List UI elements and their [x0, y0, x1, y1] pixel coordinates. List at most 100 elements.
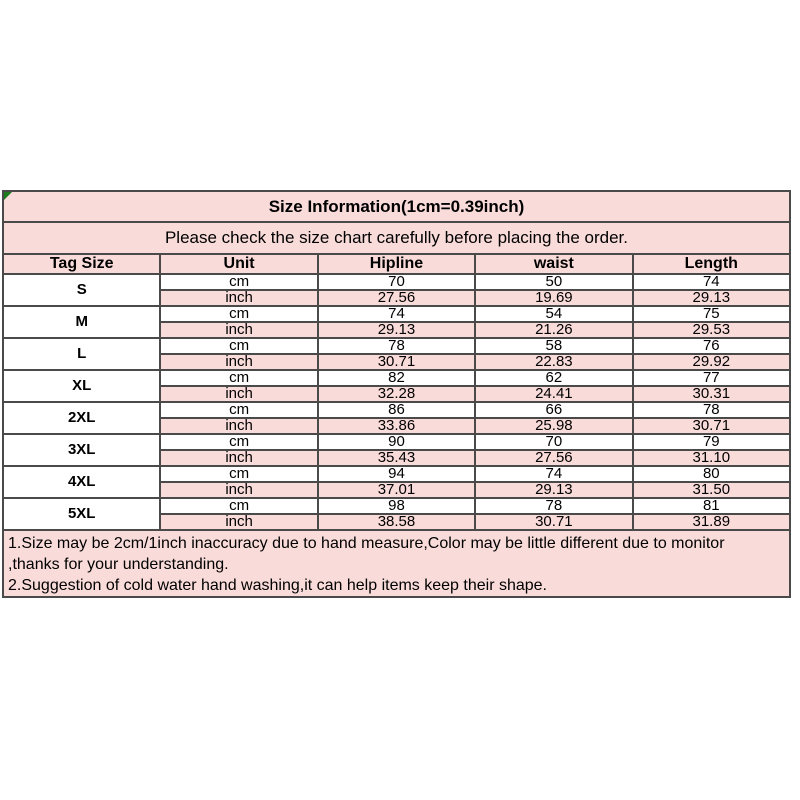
waist-cm-value: 78	[474, 497, 634, 515]
length-cm-value: 74	[631, 273, 792, 291]
waist-inch-value: 21.26	[474, 321, 634, 339]
size-row-cm: 2XL cm 86 66 78	[1, 401, 792, 435]
tag-size-cell: 3XL	[1, 433, 162, 467]
size-row-inch: inch 35.43 27.56 31.10	[3, 449, 792, 467]
length-inch-value: 30.31	[631, 385, 792, 403]
hipline-cm-value: 98	[316, 497, 477, 515]
notes-cell: 1.Size may be 2cm/1inch inaccuracy due t…	[2, 529, 791, 598]
note-line-3: 2.Suggestion of cold water hand washing,…	[8, 577, 547, 594]
tag-size-cell: 4XL	[1, 465, 162, 499]
unit-inch-cell: inch	[159, 385, 319, 403]
hipline-cm-value: 86	[316, 401, 477, 419]
unit-cm-cell: cm	[159, 369, 319, 387]
tag-size-cell: 2XL	[1, 401, 162, 435]
unit-cm-cell: cm	[159, 433, 319, 451]
table-header-row: Tag Size Unit Hipline waist Length	[1, 253, 792, 275]
length-inch-value: 31.10	[631, 449, 792, 467]
tag-size-cell: XL	[1, 369, 162, 403]
size-row-inch: inch 27.56 19.69 29.13	[3, 289, 792, 307]
tag-size-cell: M	[1, 305, 162, 339]
waist-inch-value: 27.56	[474, 449, 634, 467]
size-row-cm: 4XL cm 94 74 80	[1, 465, 792, 499]
table-title-text: Size Information(1cm=0.39inch)	[268, 196, 525, 216]
unit-inch-cell: inch	[159, 513, 319, 531]
hipline-inch-value: 33.86	[316, 417, 477, 435]
note-line-2: ,thanks for your understanding.	[8, 556, 229, 573]
unit-cm-cell: cm	[159, 465, 319, 483]
length-inch-value: 31.50	[631, 481, 792, 499]
size-row-inch: inch 30.71 22.83 29.92	[3, 353, 792, 371]
column-header-length: Length	[631, 253, 792, 275]
waist-inch-value: 29.13	[474, 481, 634, 499]
size-row-inch: inch 29.13 21.26 29.53	[3, 321, 792, 339]
length-cm-value: 75	[631, 305, 792, 323]
length-cm-value: 79	[631, 433, 792, 451]
length-inch-value: 29.92	[631, 353, 792, 371]
length-inch-value: 30.71	[631, 417, 792, 435]
size-row-cm: XL cm 82 62 77	[1, 369, 792, 403]
length-inch-value: 29.13	[631, 289, 792, 307]
length-cm-value: 76	[631, 337, 792, 355]
waist-cm-value: 66	[474, 401, 634, 419]
length-cm-value: 77	[631, 369, 792, 387]
hipline-inch-value: 35.43	[316, 449, 477, 467]
tag-size-cell: L	[1, 337, 162, 371]
waist-cm-value: 74	[474, 465, 634, 483]
unit-cm-cell: cm	[159, 337, 319, 355]
table-notes-row: 1.Size may be 2cm/1inch inaccuracy due t…	[2, 529, 791, 598]
unit-cm-cell: cm	[159, 273, 319, 291]
length-cm-value: 81	[631, 497, 792, 515]
waist-cm-value: 50	[474, 273, 634, 291]
length-cm-value: 80	[631, 465, 792, 483]
table-title-row: Size Information(1cm=0.39inch)	[2, 190, 791, 223]
waist-inch-value: 25.98	[474, 417, 634, 435]
size-row-inch: inch 37.01 29.13 31.50	[3, 481, 792, 499]
hipline-cm-value: 70	[316, 273, 477, 291]
waist-inch-value: 22.83	[474, 353, 634, 371]
length-cm-value: 78	[631, 401, 792, 419]
size-row-cm: 5XL cm 98 78 81	[1, 497, 792, 531]
unit-inch-cell: inch	[159, 481, 319, 499]
waist-cm-value: 70	[474, 433, 634, 451]
hipline-inch-value: 30.71	[316, 353, 477, 371]
unit-cm-cell: cm	[159, 401, 319, 419]
hipline-cm-value: 74	[316, 305, 477, 323]
tag-size-cell: 5XL	[1, 497, 162, 531]
unit-inch-cell: inch	[159, 353, 319, 371]
hipline-cm-value: 90	[316, 433, 477, 451]
size-row-inch: inch 33.86 25.98 30.71	[3, 417, 792, 435]
waist-cm-value: 62	[474, 369, 634, 387]
unit-cm-cell: cm	[159, 497, 319, 515]
hipline-cm-value: 94	[316, 465, 477, 483]
column-header-hipline: Hipline	[316, 253, 477, 275]
waist-cm-value: 58	[474, 337, 634, 355]
table-subtitle-text: Please check the size chart carefully be…	[2, 221, 791, 255]
tag-size-cell: S	[1, 273, 162, 307]
hipline-inch-value: 38.58	[316, 513, 477, 531]
waist-inch-value: 19.69	[474, 289, 634, 307]
unit-inch-cell: inch	[159, 289, 319, 307]
unit-inch-cell: inch	[159, 417, 319, 435]
size-table: Size Information(1cm=0.39inch) Please ch…	[1, 190, 792, 598]
table-subtitle-row: Please check the size chart carefully be…	[2, 221, 791, 255]
waist-inch-value: 24.41	[474, 385, 634, 403]
hipline-inch-value: 29.13	[316, 321, 477, 339]
hipline-cm-value: 78	[316, 337, 477, 355]
column-header-unit: Unit	[159, 253, 319, 275]
hipline-inch-value: 32.28	[316, 385, 477, 403]
waist-inch-value: 30.71	[474, 513, 634, 531]
unit-inch-cell: inch	[159, 449, 319, 467]
length-inch-value: 31.89	[631, 513, 792, 531]
column-header-waist: waist	[474, 253, 634, 275]
hipline-inch-value: 27.56	[316, 289, 477, 307]
excel-corner-marker-icon	[5, 193, 12, 200]
column-header-tag-size: Tag Size	[1, 253, 162, 275]
unit-inch-cell: inch	[159, 321, 319, 339]
size-row-inch: inch 32.28 24.41 30.31	[3, 385, 792, 403]
hipline-cm-value: 82	[316, 369, 477, 387]
length-inch-value: 29.53	[631, 321, 792, 339]
